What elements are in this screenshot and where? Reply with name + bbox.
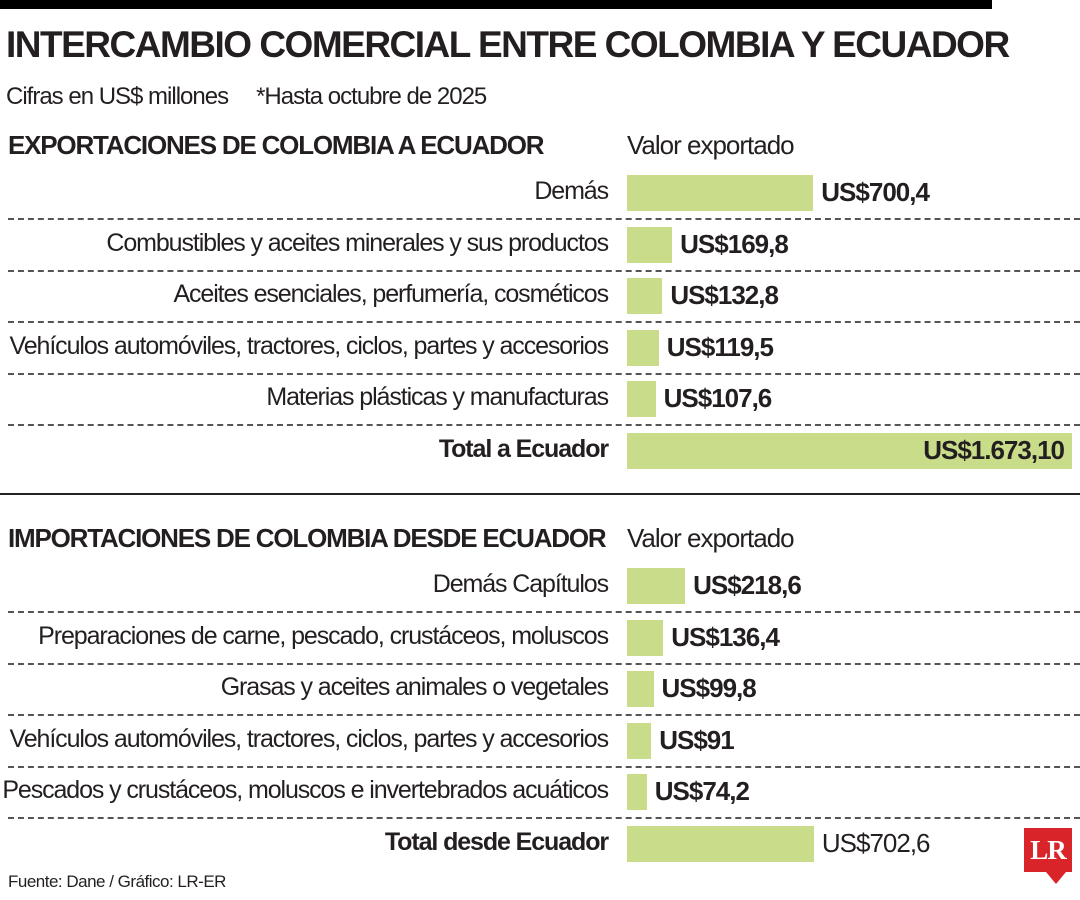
- export-category-label: Combustibles y aceites minerales y sus p…: [106, 228, 609, 257]
- import-category-label: Preparaciones de carne, pescado, crustác…: [38, 621, 609, 650]
- import-row-separator: [8, 714, 1080, 716]
- export-bar: [627, 381, 656, 417]
- import-bar: [627, 722, 652, 759]
- import-category-label: Total desde Ecuador: [384, 827, 609, 856]
- import-value-label: US$136,4: [671, 621, 780, 652]
- export-value-label: US$107,6: [663, 383, 773, 413]
- export-row-separator: [8, 424, 1080, 426]
- export-row-separator: [8, 269, 1080, 272]
- export-row-separator: [8, 321, 1080, 323]
- export-bar: [627, 278, 663, 314]
- source-note: Fuente: Dane / Gráfico: LR-ER: [8, 872, 226, 891]
- export-value-label: US$132,8: [670, 280, 779, 310]
- export-category-label: Aceites esenciales, perfumería, cosmétic…: [173, 280, 609, 308]
- export-bar: [627, 432, 1072, 469]
- import-row-separator: [8, 611, 1080, 613]
- import-bar: [627, 671, 654, 707]
- import-bar: [627, 825, 814, 862]
- lr-logo: LR: [1024, 828, 1072, 872]
- export-bar: [627, 175, 814, 211]
- import-category-label: Grasas y aceites animales o vegetales: [220, 673, 609, 701]
- export-category-label: Total a Ecuador: [438, 434, 609, 463]
- imports-section-title: IMPORTACIONES DE COLOMBIA DESDE ECUADOR: [8, 523, 607, 553]
- export-bar: [627, 329, 659, 366]
- chart-title: INTERCAMBIO COMERCIAL ENTRE COLOMBIA Y E…: [6, 24, 1010, 65]
- imports-value-header: Valor exportado: [627, 523, 795, 553]
- export-value-label: US$169,8: [680, 228, 789, 259]
- export-category-label: Demás: [534, 177, 609, 205]
- exports-value-header: Valor exportado: [627, 130, 795, 160]
- import-bar: [627, 568, 686, 604]
- import-row-separator: [8, 817, 1080, 819]
- import-bar: [627, 774, 647, 810]
- logo-tail: [1046, 872, 1066, 884]
- import-bar: [627, 619, 664, 656]
- import-value-label: US$99,8: [661, 673, 757, 703]
- export-category-label: Materias plásticas y manufacturas: [266, 383, 609, 411]
- export-category-label: Vehículos automóviles, tractores, ciclos…: [9, 331, 610, 360]
- import-value-label: US$91: [659, 724, 734, 755]
- import-value-label: US$74,2: [654, 776, 750, 806]
- chart-subtitle: Cifras en US$ millones *Hasta octubre de …: [6, 83, 514, 111]
- export-row-separator: [8, 218, 1080, 220]
- export-bar: [627, 226, 673, 263]
- section-divider: [0, 493, 1080, 495]
- units-note: Cifras en US$ millones: [6, 83, 229, 110]
- import-row-separator: [8, 765, 1080, 768]
- export-value-label: US$700,4: [821, 177, 930, 207]
- exports-section-title: EXPORTACIONES DE COLOMBIA A ECUADOR: [8, 130, 545, 160]
- top-rule: [0, 0, 992, 9]
- import-value-label: US$218,6: [693, 570, 802, 600]
- import-category-label: Demás Capítulos: [432, 570, 609, 598]
- import-row-separator: [8, 662, 1080, 665]
- export-value-label: US$119,5: [666, 331, 774, 362]
- import-category-label: Pescados y crustáceos, moluscos e invert…: [2, 776, 609, 804]
- import-value-label: US$702,6: [821, 827, 931, 858]
- date-note: *Hasta octubre de 2025: [256, 83, 487, 110]
- export-value-label: US$1.673,10: [923, 434, 1065, 465]
- export-row-separator: [8, 372, 1080, 375]
- import-category-label: Vehículos automóviles, tractores, ciclos…: [9, 724, 610, 753]
